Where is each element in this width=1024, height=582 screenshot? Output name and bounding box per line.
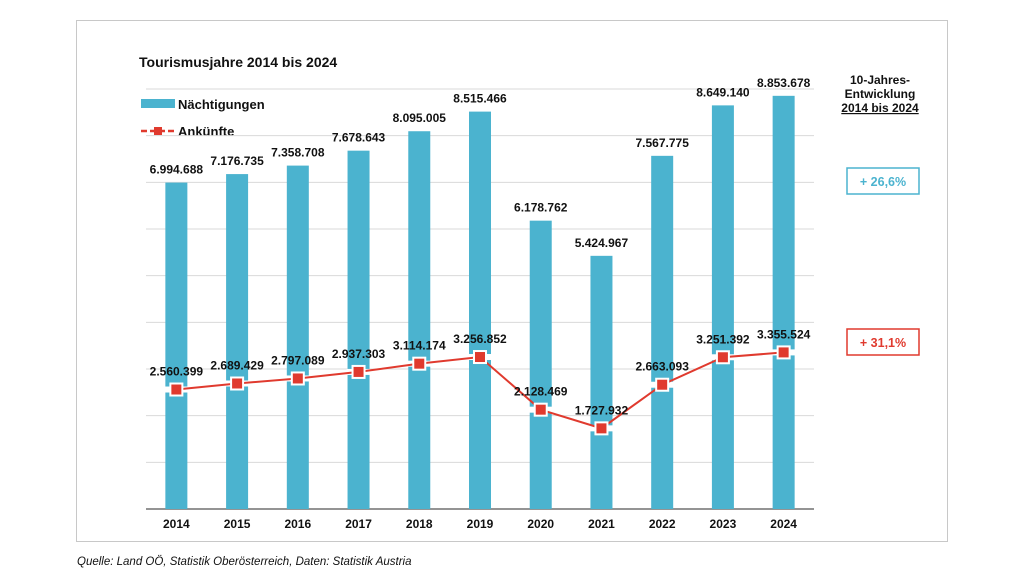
label-ankuenfte-2021: 1.727.932 bbox=[575, 403, 629, 417]
x-tick-2021: 2021 bbox=[588, 517, 615, 531]
side-panel-title-line-1: 10-Jahres- bbox=[850, 73, 910, 87]
legend-swatch-naechtigungen bbox=[141, 99, 175, 108]
label-ankuenfte-2016: 2.797.089 bbox=[271, 353, 325, 367]
x-tick-2014: 2014 bbox=[163, 517, 190, 531]
badge-naechtigungen: + 26,6% bbox=[860, 175, 906, 189]
label-ankuenfte-2014: 2.560.399 bbox=[150, 365, 204, 379]
bar-naechtigungen-2016 bbox=[286, 165, 309, 509]
chart-title: Tourismusjahre 2014 bis 2024 bbox=[139, 54, 337, 70]
side-panel: 10-Jahres- Entwicklung 2014 bis 2024 + 2… bbox=[841, 73, 920, 356]
legend: Nächtigungen Ankünfte bbox=[141, 97, 265, 139]
bar-naechtigungen-2024 bbox=[772, 95, 795, 509]
bar-naechtigungen-2021 bbox=[590, 255, 613, 509]
label-ankuenfte-2015: 2.689.429 bbox=[210, 358, 264, 372]
x-tick-2018: 2018 bbox=[406, 517, 433, 531]
x-tick-2017: 2017 bbox=[345, 517, 372, 531]
label-naechtigungen-2023: 8.649.140 bbox=[696, 85, 750, 99]
label-ankuenfte-2019: 3.256.852 bbox=[453, 332, 507, 346]
point-ankuenfte-2020 bbox=[535, 404, 546, 415]
x-axis: 2014 2015 2016 2017 2018 2019 2020 2021 2022 2023… bbox=[163, 517, 797, 531]
badge-ankuenfte: + 31,1% bbox=[860, 336, 906, 350]
bar-naechtigungen-2019 bbox=[469, 111, 491, 510]
point-ankuenfte-2024 bbox=[778, 347, 789, 358]
label-naechtigungen-2021: 5.424.967 bbox=[575, 236, 629, 250]
label-naechtigungen-2018: 8.095.005 bbox=[393, 111, 447, 125]
bar-naechtigungen-2018 bbox=[408, 131, 431, 509]
label-ankuenfte-2023: 3.251.392 bbox=[696, 332, 750, 346]
bar-naechtigungen-2017 bbox=[347, 150, 370, 509]
side-panel-title-line-3: 2014 bis 2024 bbox=[841, 101, 919, 115]
label-ankuenfte-2024: 3.355.524 bbox=[757, 327, 811, 341]
x-tick-2023: 2023 bbox=[710, 517, 737, 531]
label-naechtigungen-2024: 8.853.678 bbox=[757, 76, 811, 90]
bars-naechtigungen bbox=[165, 95, 795, 510]
point-ankuenfte-2022 bbox=[657, 379, 668, 390]
x-tick-2015: 2015 bbox=[224, 517, 251, 531]
line-ankuenfte bbox=[164, 345, 796, 436]
bar-naechtigungen-2023 bbox=[711, 105, 734, 509]
bar-naechtigungen-2022 bbox=[651, 155, 674, 510]
x-tick-2022: 2022 bbox=[649, 517, 676, 531]
label-naechtigungen-2015: 7.176.735 bbox=[210, 154, 264, 168]
bar-naechtigungen-2015 bbox=[226, 174, 249, 509]
point-ankuenfte-2018 bbox=[414, 358, 425, 369]
label-ankuenfte-2020: 2.128.469 bbox=[514, 385, 568, 399]
point-ankuenfte-2017 bbox=[353, 366, 364, 377]
data-labels: 6.994.688 7.176.735 7.358.708 7.678.643 8.09… bbox=[150, 76, 811, 418]
label-ankuenfte-2018: 3.114.174 bbox=[393, 339, 446, 353]
bar-naechtigungen-2020 bbox=[529, 220, 552, 509]
label-naechtigungen-2020: 6.178.762 bbox=[514, 201, 568, 215]
point-ankuenfte-2023 bbox=[717, 352, 728, 363]
label-ankuenfte-2017: 2.937.303 bbox=[332, 347, 386, 361]
legend-label-naechtigungen: Nächtigungen bbox=[178, 97, 265, 112]
point-ankuenfte-2019 bbox=[475, 352, 485, 363]
point-ankuenfte-2015 bbox=[232, 378, 243, 389]
label-naechtigungen-2017: 7.678.643 bbox=[332, 131, 386, 145]
chart-frame: Tourismusjahre 2014 bis 2024 Nächtigunge… bbox=[76, 20, 948, 542]
label-ankuenfte-2022: 2.663.093 bbox=[635, 360, 689, 374]
badge-naechtigungen-box bbox=[846, 167, 920, 195]
chart: Tourismusjahre 2014 bis 2024 Nächtigunge… bbox=[139, 54, 920, 531]
x-tick-2024: 2024 bbox=[770, 517, 797, 531]
point-ankuenfte-2016 bbox=[292, 373, 303, 384]
label-naechtigungen-2022: 7.567.775 bbox=[635, 136, 689, 150]
label-naechtigungen-2014: 6.994.688 bbox=[150, 163, 204, 177]
side-panel-title-line-2: Entwicklung bbox=[845, 87, 916, 101]
bar-naechtigungen-2014 bbox=[165, 182, 188, 509]
point-ankuenfte-2021 bbox=[596, 423, 607, 434]
legend-label-ankuenfte: Ankünfte bbox=[178, 124, 234, 139]
point-ankuenfte-2014 bbox=[171, 384, 182, 395]
source-note: Quelle: Land OÖ, Statistik Oberösterreic… bbox=[77, 556, 412, 568]
x-tick-2019: 2019 bbox=[467, 517, 494, 531]
x-tick-2020: 2020 bbox=[527, 517, 554, 531]
label-naechtigungen-2016: 7.358.708 bbox=[271, 146, 325, 160]
legend-marker-ankuenfte bbox=[154, 127, 162, 135]
badge-ankuenfte-box bbox=[846, 328, 920, 356]
label-naechtigungen-2019: 8.515.466 bbox=[453, 92, 507, 106]
x-tick-2016: 2016 bbox=[284, 517, 311, 531]
